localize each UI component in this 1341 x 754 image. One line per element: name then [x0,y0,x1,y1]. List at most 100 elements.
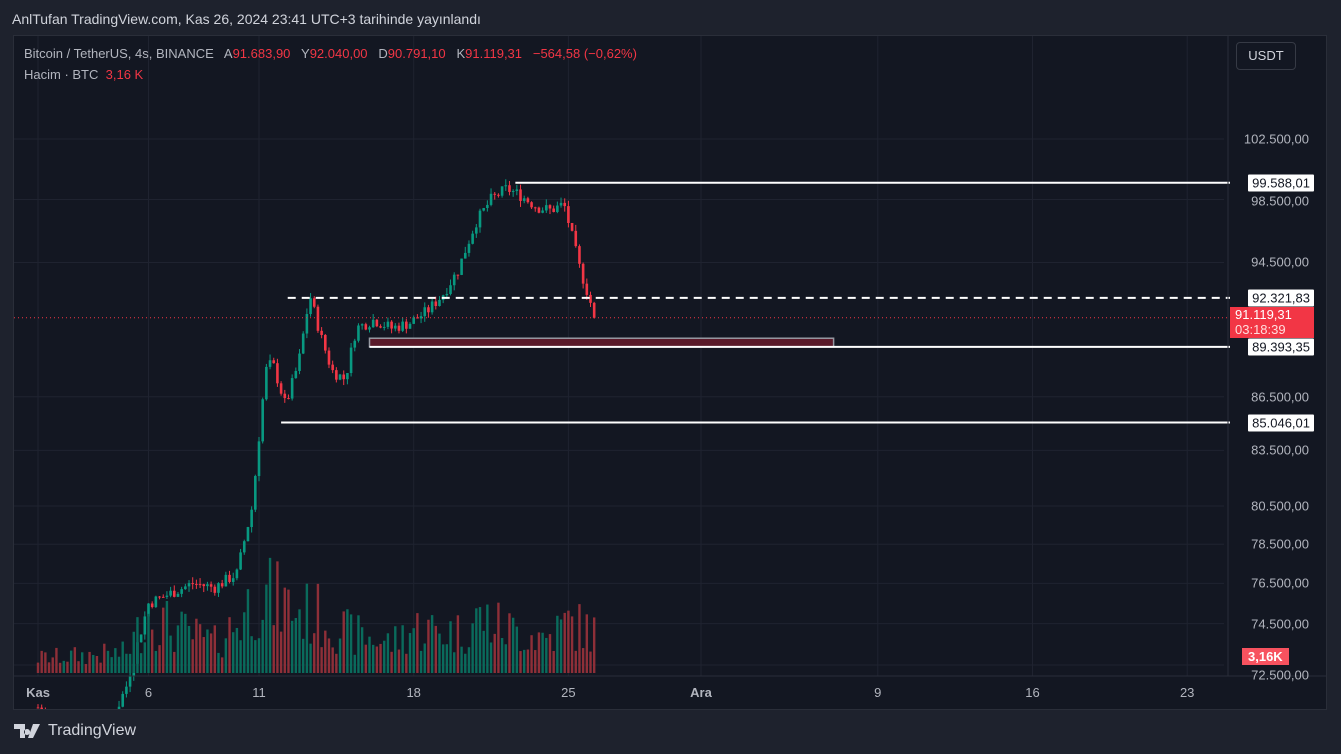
time-axis-label: Ara [690,685,712,700]
low-label: D [378,46,388,61]
volume-bar [132,631,135,673]
candle-body [405,321,408,329]
volume-bar [346,609,349,673]
volume-bar [184,613,187,673]
candle-body [511,191,515,193]
candle-body [40,707,43,709]
candle-body [475,227,478,234]
volume-bar [209,633,213,673]
volume-bar [324,630,327,673]
low-value: 90.791,10 [387,46,446,61]
volume-bar [147,613,150,673]
candle-body [519,189,522,201]
volume-bar [585,614,589,673]
volume-bar [364,644,368,673]
volume-bar [497,602,500,673]
volume-bar [106,650,110,673]
candle-body [563,202,567,207]
candle-body [452,274,456,286]
volume-bar [489,642,493,673]
candle-body [401,321,404,331]
volume-bar [279,631,283,673]
chart-pane[interactable]: Bitcoin / TetherUS, 4s, BINANCE A91.683,… [13,35,1327,710]
volume-bar [88,651,91,673]
time-axis-label: 6 [144,685,153,700]
volume-bar [408,633,412,673]
time-axis-label: 16 [1025,685,1040,700]
volume-bar [394,626,397,673]
volume-bar [449,621,452,673]
volume-bar [486,604,489,673]
candle-body [471,233,474,244]
candle-body [353,340,357,348]
candle-body [176,593,180,597]
candle-body [125,686,128,694]
volume-bar [534,650,537,673]
volume-bar [158,645,161,673]
volume-bar [467,647,471,673]
volume-bar [287,589,290,673]
candle-body [279,383,283,394]
volume-bar [397,649,401,673]
volume-bar [143,642,147,673]
volume-bar [232,632,235,673]
volume-bar [574,650,577,673]
candle-body [261,399,264,442]
candle-body [272,360,276,364]
currency-button[interactable]: USDT [1236,42,1296,70]
time-axis-label: 11 [252,685,266,700]
candle-body [522,198,526,201]
volume-label[interactable]: Hacim · BTC [24,67,99,82]
candle-body [497,194,500,196]
candle-body [195,583,198,585]
volume-bar [360,627,364,673]
candle-body [139,634,143,643]
time-axis-label: 25 [561,685,576,700]
volume-bar [493,633,496,673]
volume-bar [272,625,275,673]
price-chart[interactable] [14,36,1327,710]
candle-body [570,222,574,231]
candle-body [117,706,121,709]
candle-body [346,373,349,380]
volume-bar [162,607,165,673]
volume-bar [500,638,504,673]
candle-body [533,207,537,209]
volume-bar [563,612,566,673]
candle-body [213,586,217,593]
candle-body [242,541,246,553]
volume-bar [290,620,294,673]
candle-body [397,325,401,331]
volume-bar [283,587,286,673]
candle-body [265,366,268,400]
volume-bar [541,632,544,673]
volume-bar [261,619,264,673]
candle-body [486,204,489,209]
support-zone [368,337,835,348]
volume-bar [228,617,231,673]
volume-bar [552,651,555,673]
volume-bar [581,648,585,673]
volume-bar [114,648,117,673]
volume-bar [121,641,124,673]
tradingview-logo[interactable]: TradingView [14,722,136,740]
volume-bar [592,617,596,673]
high-label: Y [301,46,310,61]
candle-body [121,693,125,707]
candle-body [147,603,150,617]
volume-bar [471,623,474,673]
candle-body [456,274,460,276]
volume-bar [125,653,128,673]
volume-bar [511,617,515,673]
volume-bar [136,617,139,673]
volume-legend: Hacim · BTC 3,16 K [24,67,143,82]
volume-bar [589,651,592,673]
candle-body [228,574,231,582]
volume-bar [309,643,312,673]
candle-body [331,364,334,371]
symbol-title[interactable]: Bitcoin / TetherUS, 4s, BINANCE [24,46,214,61]
candle-body [357,325,360,341]
candle-body [515,189,519,192]
volume-bar [456,615,460,673]
candle-body [449,285,452,294]
